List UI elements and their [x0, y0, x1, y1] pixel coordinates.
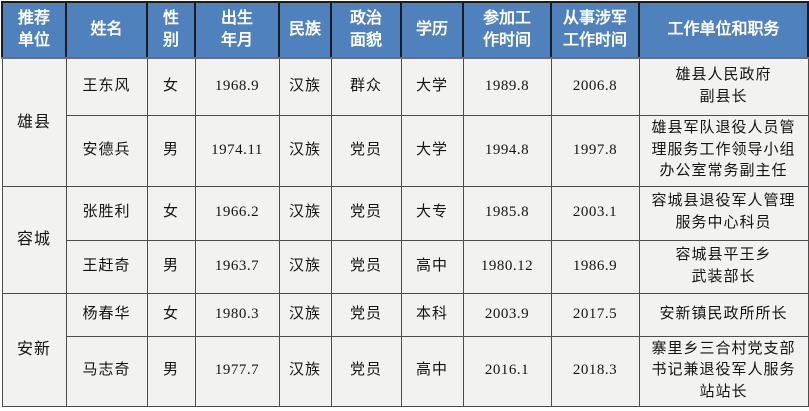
cell-political: 党员	[330, 239, 402, 294]
header-birth-date: 出生 年月	[194, 1, 280, 59]
cell-birth: 1966.2	[194, 185, 280, 241]
table-row: 容城 张胜利 女 1966.2 汉族 党员 大专 1985.8 2003.1 容…	[1, 185, 809, 294]
cell-position: 容城县平王乡 武装部长	[638, 239, 809, 294]
table-row: 王赶奇 男 1963.7 汉族 党员 高中 1980.12 1986.9 容城县…	[2, 239, 809, 294]
header-row: 推荐 单位 姓名 性 别 出生 年月 民族 政治 面貌 学历 参加工 作时间 从…	[1, 1, 809, 59]
cell-birth: 1977.7	[194, 335, 280, 407]
cell-work-start: 1980.12	[462, 239, 552, 294]
cell-ethnicity: 汉族	[278, 292, 332, 337]
table-row: 马志奇 男 1977.7 汉族 党员 高中 2016.1 2018.3 寨里乡三…	[2, 335, 809, 407]
cell-gender: 女	[146, 292, 196, 337]
header-military-work-time: 从事涉军 工作时间	[550, 1, 640, 59]
cell-name: 安德兵	[65, 114, 148, 187]
header-work-start-time: 参加工 作时间	[462, 1, 552, 59]
cell-military-start: 1986.9	[550, 239, 640, 294]
cell-education: 本科	[400, 292, 464, 337]
header-ethnicity: 民族	[278, 1, 332, 59]
cell-position: 安新镇民政所所长	[638, 292, 809, 337]
cell-gender: 男	[146, 335, 196, 407]
cell-gender: 女	[146, 57, 196, 116]
cell-birth: 1974.11	[194, 114, 280, 187]
cell-unit-rongcheng: 容城	[1, 185, 67, 294]
cell-education: 高中	[400, 239, 464, 294]
cell-name: 王东风	[65, 57, 148, 116]
cell-position: 寨里乡三合村党支部 书记兼退役军人服务 站站长	[638, 335, 809, 407]
cell-ethnicity: 汉族	[278, 114, 332, 187]
cell-unit-anxin: 安新	[1, 292, 67, 407]
header-name: 姓名	[65, 1, 148, 59]
cell-education: 大学	[400, 114, 464, 187]
cell-ethnicity: 汉族	[278, 185, 332, 241]
header-recommending-unit: 推荐 单位	[1, 1, 67, 59]
cell-position: 雄县人民政府 副县长	[638, 57, 809, 116]
cell-gender: 男	[146, 239, 196, 294]
table-row: 雄县 王东风 女 1968.9 汉族 群众 大学 1989.8 2006.8 雄…	[1, 57, 809, 187]
cell-name: 王赶奇	[65, 239, 148, 294]
cell-work-start: 2016.1	[462, 335, 552, 407]
cell-education: 大学	[400, 57, 464, 116]
header-political-status: 政治 面貌	[330, 1, 402, 59]
cell-position: 雄县军队退役人员管 理服务工作领导小组 办公室常务副主任	[638, 114, 809, 187]
cell-name: 张胜利	[65, 185, 148, 241]
table-row: 安德兵 男 1974.11 汉族 党员 大学 1994.8 1997.8 雄县军…	[2, 114, 809, 187]
cell-birth: 1968.9	[194, 57, 280, 116]
cell-political: 党员	[330, 292, 402, 337]
header-education: 学历	[400, 1, 464, 59]
cell-gender: 女	[146, 185, 196, 241]
cell-work-start: 2003.9	[462, 292, 552, 337]
cell-political: 党员	[330, 185, 402, 241]
cell-political: 党员	[330, 335, 402, 407]
header-unit-and-position: 工作单位和职务	[638, 1, 809, 59]
cell-ethnicity: 汉族	[278, 335, 332, 407]
cell-political: 群众	[330, 57, 402, 116]
cell-work-start: 1985.8	[462, 185, 552, 241]
cell-birth: 1980.3	[194, 292, 280, 337]
cell-political: 党员	[330, 114, 402, 187]
cell-ethnicity: 汉族	[278, 57, 332, 116]
cell-work-start: 1994.8	[462, 114, 552, 187]
cell-position: 容城县退役军人管理 服务中心科员	[638, 185, 809, 241]
cell-birth: 1963.7	[194, 239, 280, 294]
cell-unit-xiongxian: 雄县	[1, 57, 67, 187]
table-row: 安新 杨春华 女 1980.3 汉族 党员 本科 2003.9 2017.5 安…	[1, 292, 809, 407]
cell-name: 马志奇	[65, 335, 148, 407]
cell-military-start: 2006.8	[550, 57, 640, 116]
cell-military-start: 2017.5	[550, 292, 640, 337]
header-gender: 性 别	[146, 1, 196, 59]
cell-ethnicity: 汉族	[278, 239, 332, 294]
cell-military-start: 2018.3	[550, 335, 640, 407]
cell-gender: 男	[146, 114, 196, 187]
cell-military-start: 2003.1	[550, 185, 640, 241]
cell-education: 大专	[400, 185, 464, 241]
cell-military-start: 1997.8	[550, 114, 640, 187]
cell-work-start: 1989.8	[462, 57, 552, 116]
cell-education: 高中	[400, 335, 464, 407]
cell-name: 杨春华	[65, 292, 148, 337]
